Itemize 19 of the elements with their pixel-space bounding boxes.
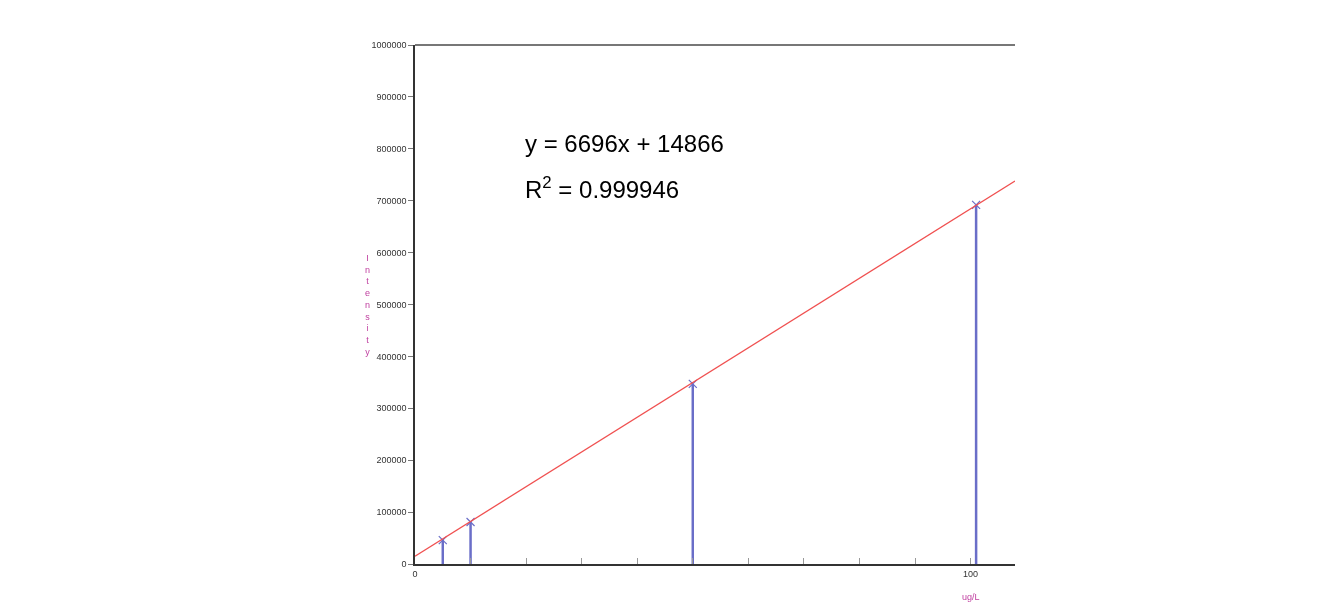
y-tick-label: 900000 [376,92,407,103]
y-tick-label: 600000 [376,247,407,258]
y-tick-label: 200000 [376,455,407,466]
y-tick-label: 700000 [376,195,407,206]
y-tick-label: 1000000 [371,40,407,51]
y-tick-label: 100000 [376,507,407,518]
x-axis-title: ug/L [962,592,980,602]
text: Intensity [365,253,371,357]
annotation: y = 6696x + 14866 [525,130,724,157]
point [688,379,698,389]
y-tick-label: 0 [401,559,407,570]
y-tick-label: 800000 [376,143,407,154]
point [465,517,476,527]
y-tick-label: 300000 [376,403,407,414]
y-tick-label: 400000 [376,351,407,362]
annotation: R$^{2}$ = 0.999946 [525,173,680,204]
y-tick-label: 500000 [376,299,407,310]
x-tick-label: 100 [963,568,979,579]
point [971,200,981,210]
